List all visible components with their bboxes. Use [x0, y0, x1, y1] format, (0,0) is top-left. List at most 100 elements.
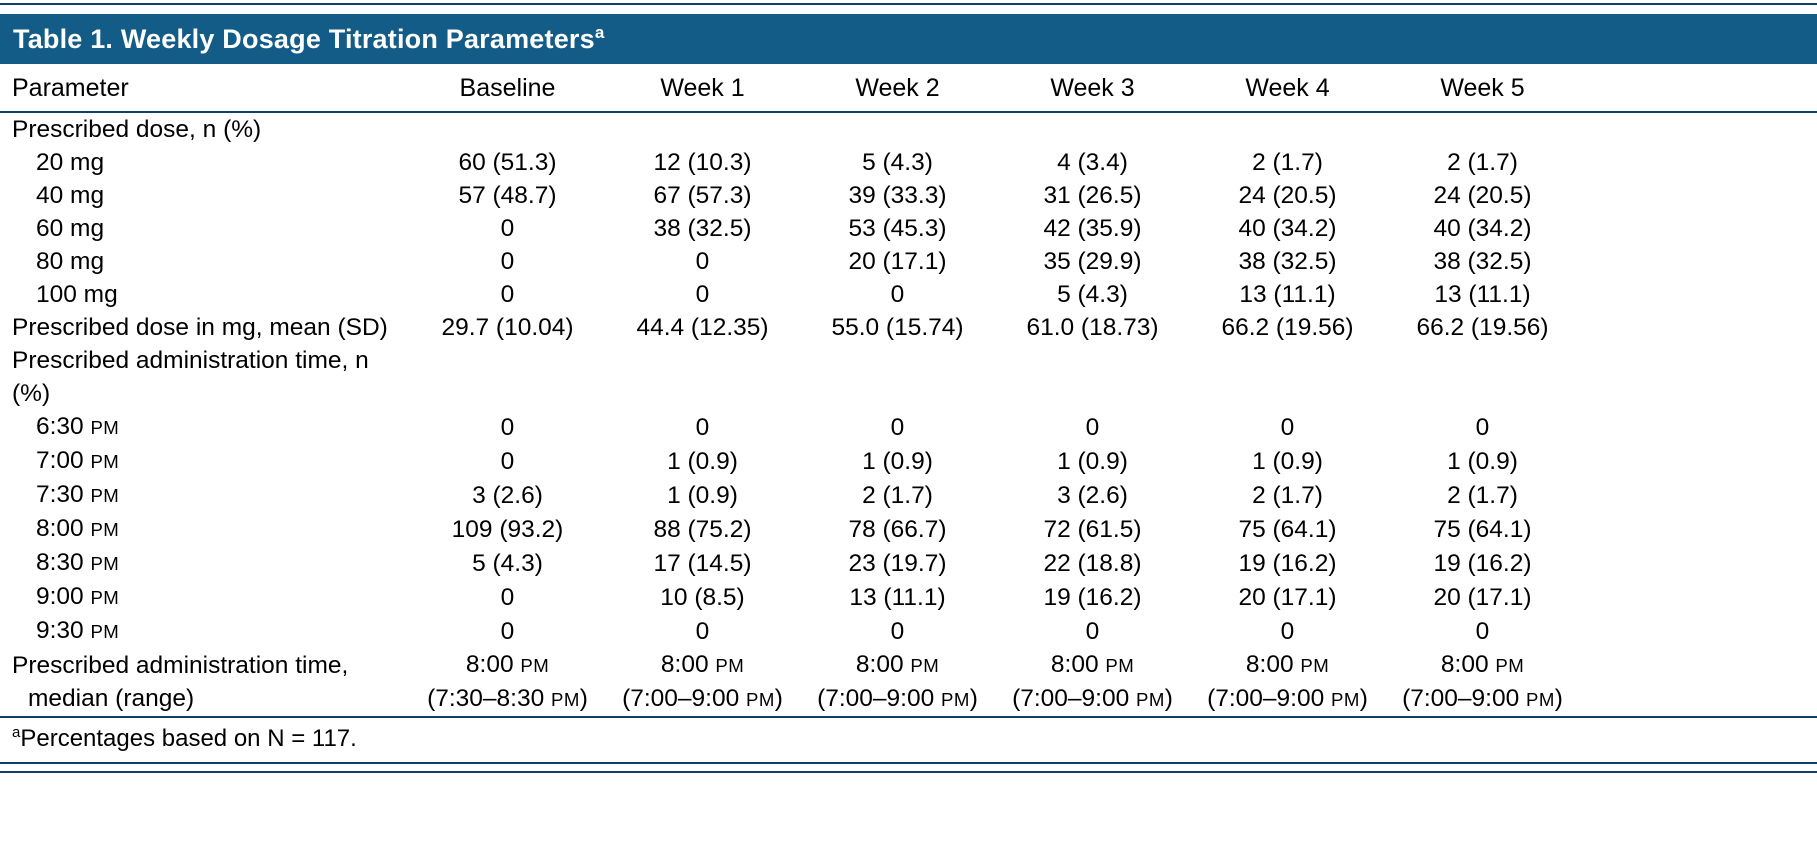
table-row: 80 mg 0 0 20 (17.1) 35 (29.9) 38 (32.5) 38 (32…	[0, 245, 1817, 278]
cell-value: 0	[695, 413, 710, 441]
cell-value: 31 (26.5)	[1043, 182, 1142, 209]
cell-value: 8:00 PM (7:00–9:00 PM)	[1207, 651, 1368, 712]
cell-value: 0	[500, 447, 515, 475]
cell-value: 13 (11.1)	[1239, 281, 1336, 308]
pm-smallcaps: PM	[90, 451, 120, 472]
cell-value: 0	[500, 215, 515, 242]
cell-value: 38 (32.5)	[1433, 248, 1532, 275]
body-bottom-divider	[0, 716, 1817, 718]
row-label: 80 mg	[36, 248, 105, 275]
table-body: Prescribed dose, n (%) 20 mg 60 (51.3) 12 (…	[0, 113, 1817, 716]
pm-smallcaps: PM	[90, 417, 120, 438]
table-row: 8:00 PM 109 (93.2) 88 (75.2) 78 (66.7) 72 (6…	[0, 512, 1817, 546]
pm-smallcaps: PM	[90, 485, 120, 506]
cell-value: 0	[695, 617, 710, 645]
row-label: 60 mg	[36, 215, 105, 242]
cell-value: 39 (33.3)	[848, 182, 947, 209]
table-row: 7:30 PM 3 (2.6) 1 (0.9) 2 (1.7) 3 (2.6) 2 (1.…	[0, 478, 1817, 512]
cell-value: 0	[890, 413, 905, 441]
cell-value: 109 (93.2)	[451, 515, 564, 543]
pm-smallcaps: PM	[1105, 655, 1135, 676]
table-title-bar: Table 1. Weekly Dosage Titration Paramet…	[0, 14, 1817, 64]
cell-value: 29.7 (10.04)	[441, 314, 574, 341]
cell-value: 19 (16.2)	[1238, 549, 1337, 577]
header-divider	[0, 111, 1817, 113]
cell-value: 8:00 PM (7:00–9:00 PM)	[622, 651, 783, 712]
pm-smallcaps: PM	[941, 689, 970, 710]
cell-value: 0	[1085, 617, 1100, 645]
cell-value: 72 (61.5)	[1043, 515, 1142, 543]
pm-smallcaps: PM	[746, 689, 775, 710]
cell-value: 22 (18.8)	[1043, 549, 1142, 577]
row-label: 9:00 PM	[36, 583, 120, 610]
cell-value: 0	[1085, 413, 1100, 441]
table-row: 20 mg 60 (51.3) 12 (10.3) 5 (4.3) 4 (3.4) 2 (…	[0, 146, 1817, 179]
table-row: 60 mg 0 38 (32.5) 53 (45.3) 42 (35.9) 40 (34.…	[0, 212, 1817, 245]
cell-value: 1 (0.9)	[667, 481, 738, 509]
cell-value: 67 (57.3)	[653, 182, 752, 209]
cell-value: 3 (2.6)	[1057, 481, 1128, 509]
cell-value: 66.2 (19.56)	[1221, 314, 1354, 341]
cell-value: 23 (19.7)	[848, 549, 947, 577]
table-title: Table 1. Weekly Dosage Titration Paramet…	[13, 24, 605, 55]
cell-value: 61.0 (18.73)	[1026, 314, 1159, 341]
pm-smallcaps: PM	[90, 553, 120, 574]
cell-value: 0	[500, 583, 515, 611]
table-title-superscript: a	[594, 22, 605, 42]
cell-value: 75 (64.1)	[1238, 515, 1337, 543]
table-row: 8:30 PM 5 (4.3) 17 (14.5) 23 (19.7) 22 (18.8…	[0, 546, 1817, 580]
cell-value: 0	[890, 281, 905, 308]
pm-smallcaps: PM	[715, 655, 745, 676]
table-row: 6:30 PM 0 0 0 0 0 0	[0, 410, 1817, 444]
row-label: 9:30 PM	[36, 617, 120, 644]
table-section-row: Prescribed dose, n (%)	[0, 113, 1817, 146]
cell-value: 2 (1.7)	[1447, 481, 1518, 509]
cell-value: 2 (1.7)	[1447, 149, 1518, 176]
cell-value: 0	[1280, 617, 1295, 645]
cell-value: 8:00 PM (7:00–9:00 PM)	[817, 651, 978, 712]
row-label: 8:30 PM	[36, 549, 120, 576]
cell-value: 1 (0.9)	[862, 447, 933, 475]
row-label: 100 mg	[36, 281, 118, 308]
cell-value: 0	[695, 248, 710, 275]
footnote-superscript: a	[12, 724, 21, 741]
cell-value: 24 (20.5)	[1238, 182, 1337, 209]
cell-value: 0	[1280, 413, 1295, 441]
cell-value: 1 (0.9)	[1252, 447, 1323, 475]
cell-value: 8:00 PM (7:00–9:00 PM)	[1402, 651, 1563, 712]
cell-value: 3 (2.6)	[472, 481, 543, 509]
pm-smallcaps: PM	[1331, 689, 1360, 710]
top-divider	[0, 3, 1817, 5]
column-header-week-1: Week 1	[660, 73, 745, 102]
cell-value: 19 (16.2)	[1433, 549, 1532, 577]
cell-value: 42 (35.9)	[1043, 215, 1142, 242]
pm-smallcaps: PM	[1495, 655, 1525, 676]
cell-value: 0	[1475, 617, 1490, 645]
cell-value: 66.2 (19.56)	[1416, 314, 1549, 341]
cell-value: 17 (14.5)	[653, 549, 752, 577]
cell-value: 78 (66.7)	[848, 515, 947, 543]
row-label: 40 mg	[36, 182, 105, 209]
cell-value: 38 (32.5)	[653, 215, 752, 242]
cell-value: 57 (48.7)	[458, 182, 557, 209]
cell-value: 4 (3.4)	[1057, 149, 1128, 176]
column-header-week-4: Week 4	[1245, 73, 1330, 102]
cell-value: 2 (1.7)	[862, 481, 933, 509]
table-row: Prescribed dose in mg, mean (SD) 29.7 (10…	[0, 311, 1817, 344]
table-section-row: Prescribed administration time, n (%)	[0, 344, 1817, 410]
cell-value: 13 (11.1)	[849, 583, 946, 611]
column-header-week-2: Week 2	[855, 73, 940, 102]
cell-value: 12 (10.3)	[653, 149, 752, 176]
cell-value: 53 (45.3)	[848, 215, 947, 242]
cell-value: 20 (17.1)	[1238, 583, 1337, 611]
row-label: Prescribed dose, n (%)	[12, 116, 262, 143]
row-label: 7:00 PM	[36, 447, 120, 474]
cell-value: 0	[500, 248, 515, 275]
bottom-divider	[0, 771, 1817, 773]
cell-value: 0	[1475, 413, 1490, 441]
cell-value: 0	[500, 413, 515, 441]
row-label: 8:00 PM	[36, 515, 120, 542]
cell-value: 1 (0.9)	[667, 447, 738, 475]
cell-value: 13 (11.1)	[1434, 281, 1531, 308]
